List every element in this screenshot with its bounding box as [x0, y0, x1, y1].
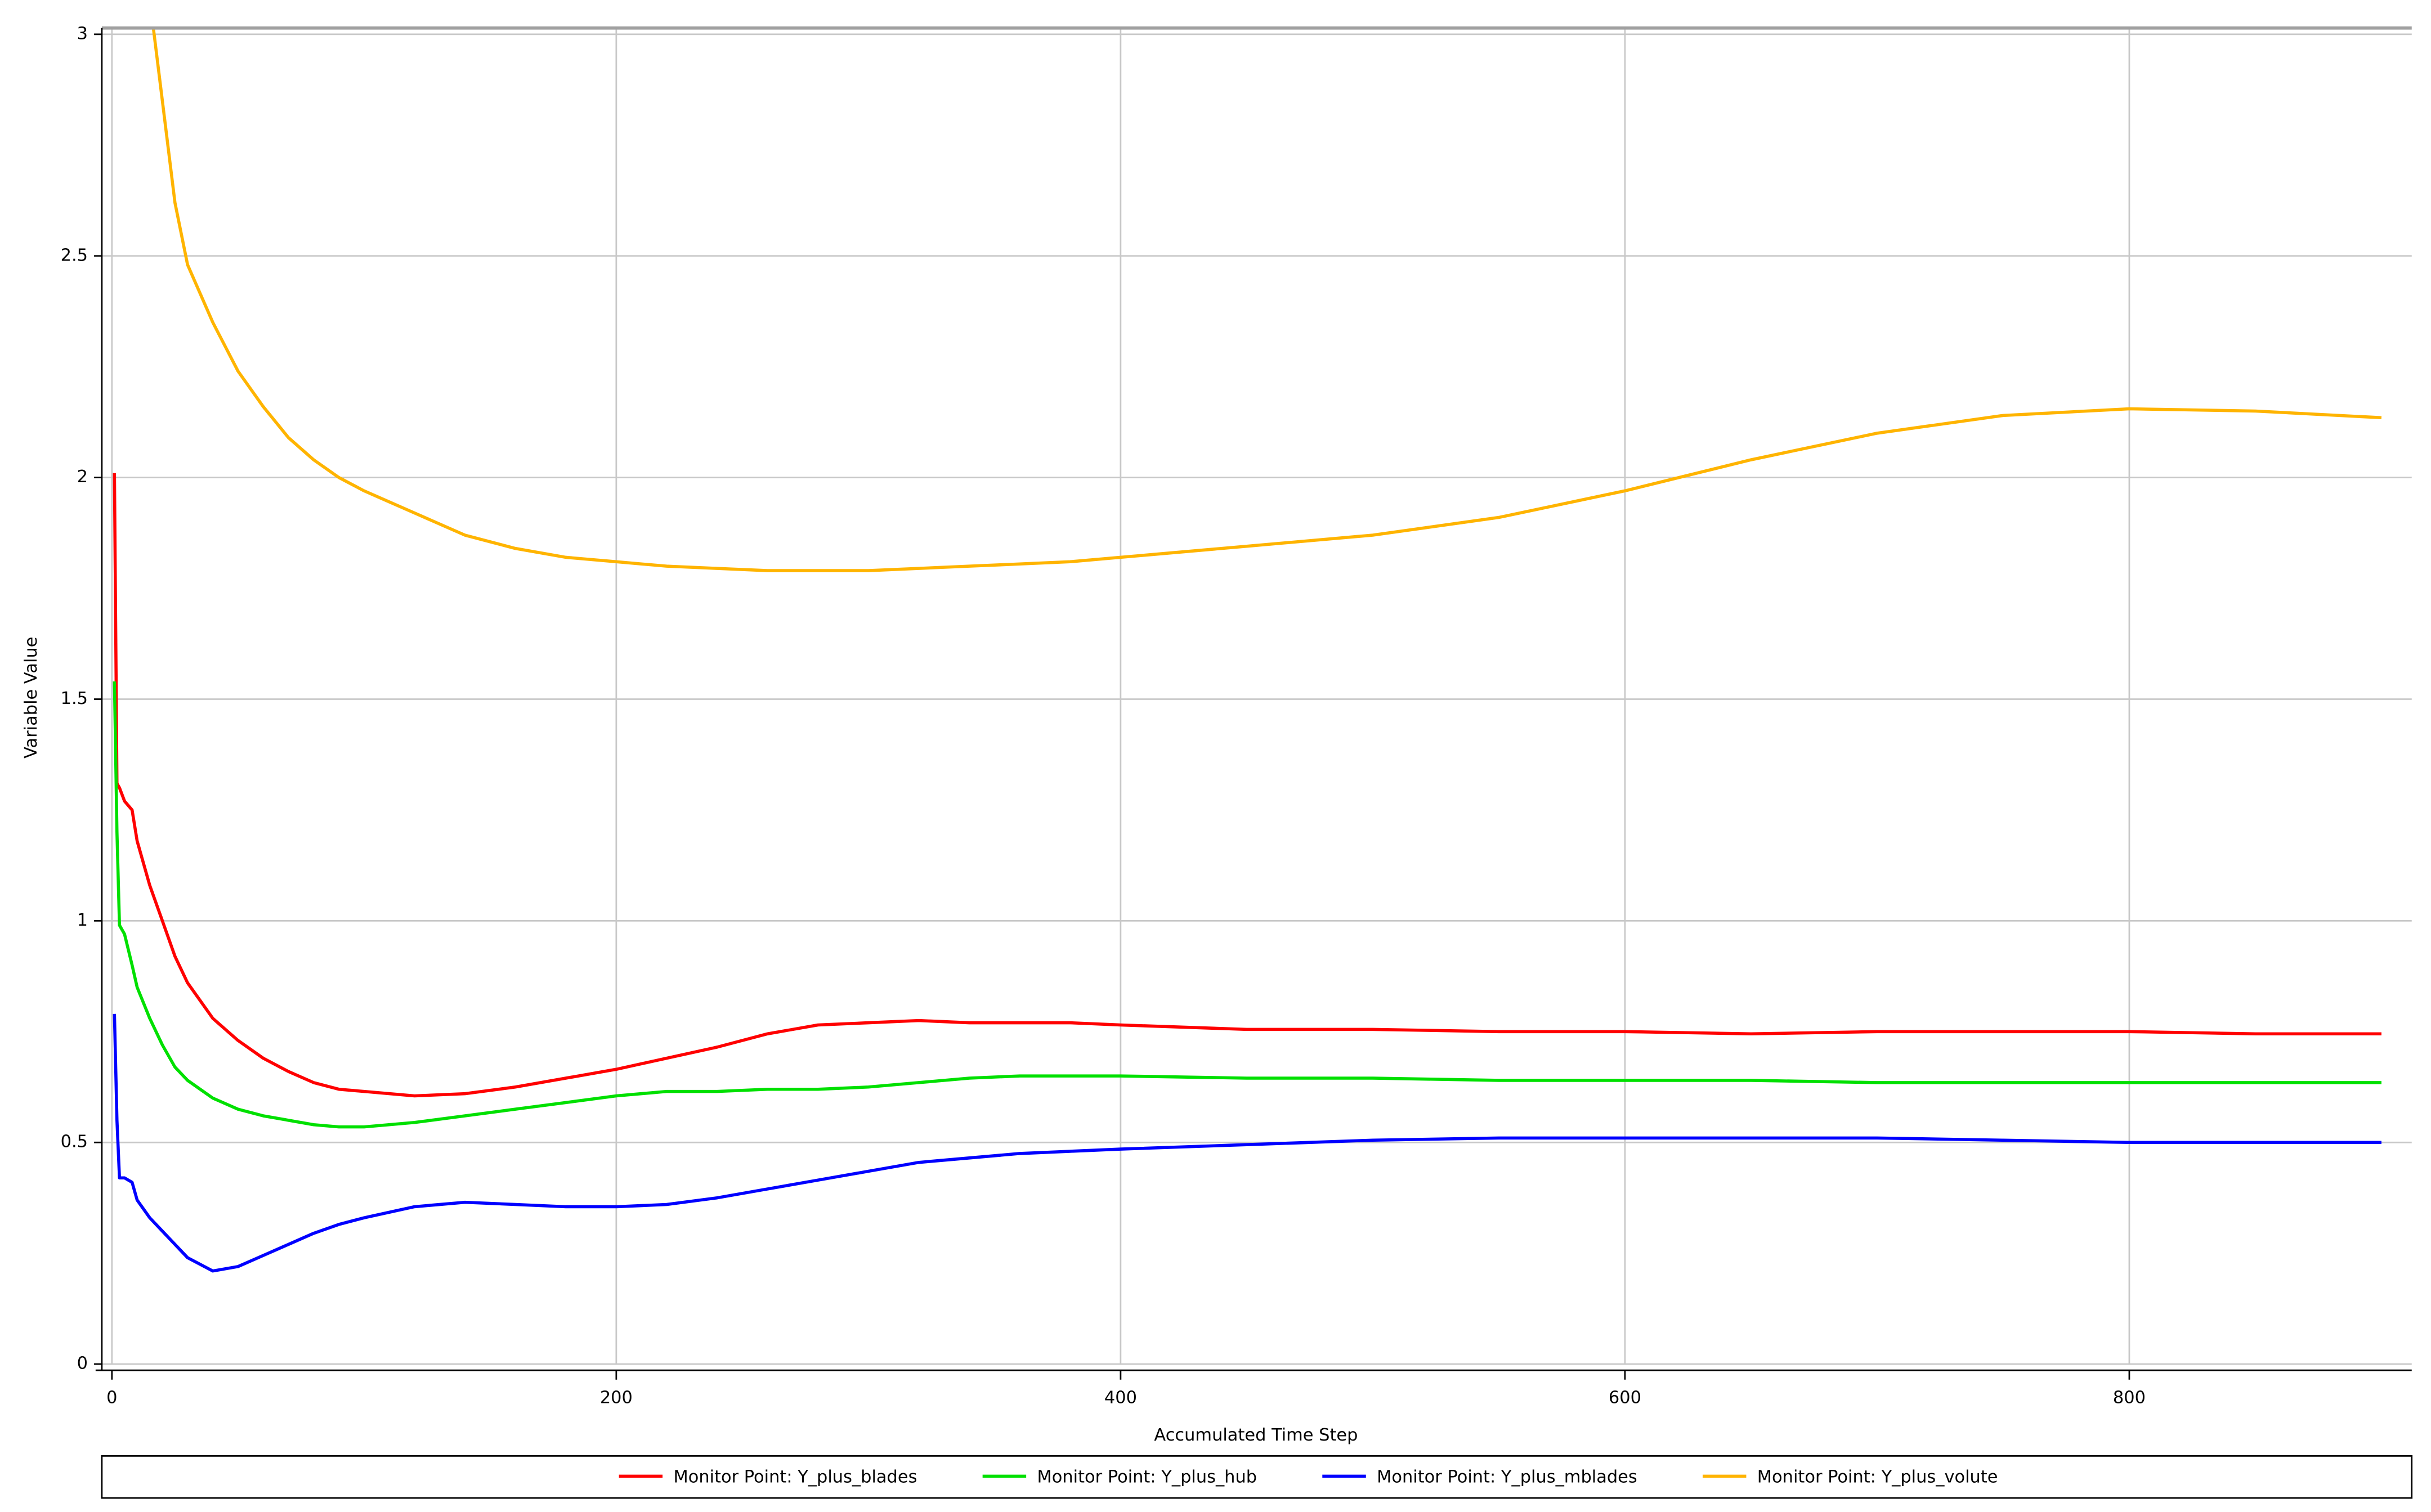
legend: Monitor Point: Y_plus_blades Monitor Poin… — [619, 1468, 1998, 1487]
y-tick-label: 2.5 — [61, 245, 88, 265]
series-line — [113, 1013, 2381, 1273]
y-tick-label: 0.5 — [61, 1132, 88, 1152]
y-tick-label: 3 — [77, 24, 88, 43]
legend-label: Monitor Point: Y_plus_volute — [1757, 1468, 1998, 1487]
legend-box — [101, 1455, 2413, 1499]
x-axis-label: Accumulated Time Step — [1154, 1425, 1358, 1445]
x-tick-label: 0 — [106, 1388, 117, 1407]
y-tick-label: 2 — [77, 467, 88, 487]
y-tick-label: 0 — [77, 1354, 88, 1374]
x-tick-label: 400 — [1104, 1388, 1137, 1407]
y-tick-label: 1.5 — [61, 689, 88, 708]
legend-label: Monitor Point: Y_plus_hub — [1037, 1468, 1257, 1487]
series-lines — [113, 28, 2382, 1273]
x-tick-label: 200 — [600, 1388, 633, 1407]
x-tick-label: 600 — [1609, 1388, 1641, 1407]
series-line — [113, 473, 2381, 1098]
y-tick-label: 1 — [77, 910, 88, 930]
plot-area — [101, 28, 2412, 1365]
series-line — [113, 681, 2381, 1129]
x-tick-label: 800 — [2113, 1388, 2146, 1407]
legend-label: Monitor Point: Y_plus_mblades — [1377, 1468, 1637, 1487]
series-line — [151, 28, 2382, 572]
legend-label: Monitor Point: Y_plus_blades — [673, 1468, 917, 1487]
y-axis-label: Variable Value — [21, 637, 41, 759]
grid — [101, 28, 2412, 1365]
